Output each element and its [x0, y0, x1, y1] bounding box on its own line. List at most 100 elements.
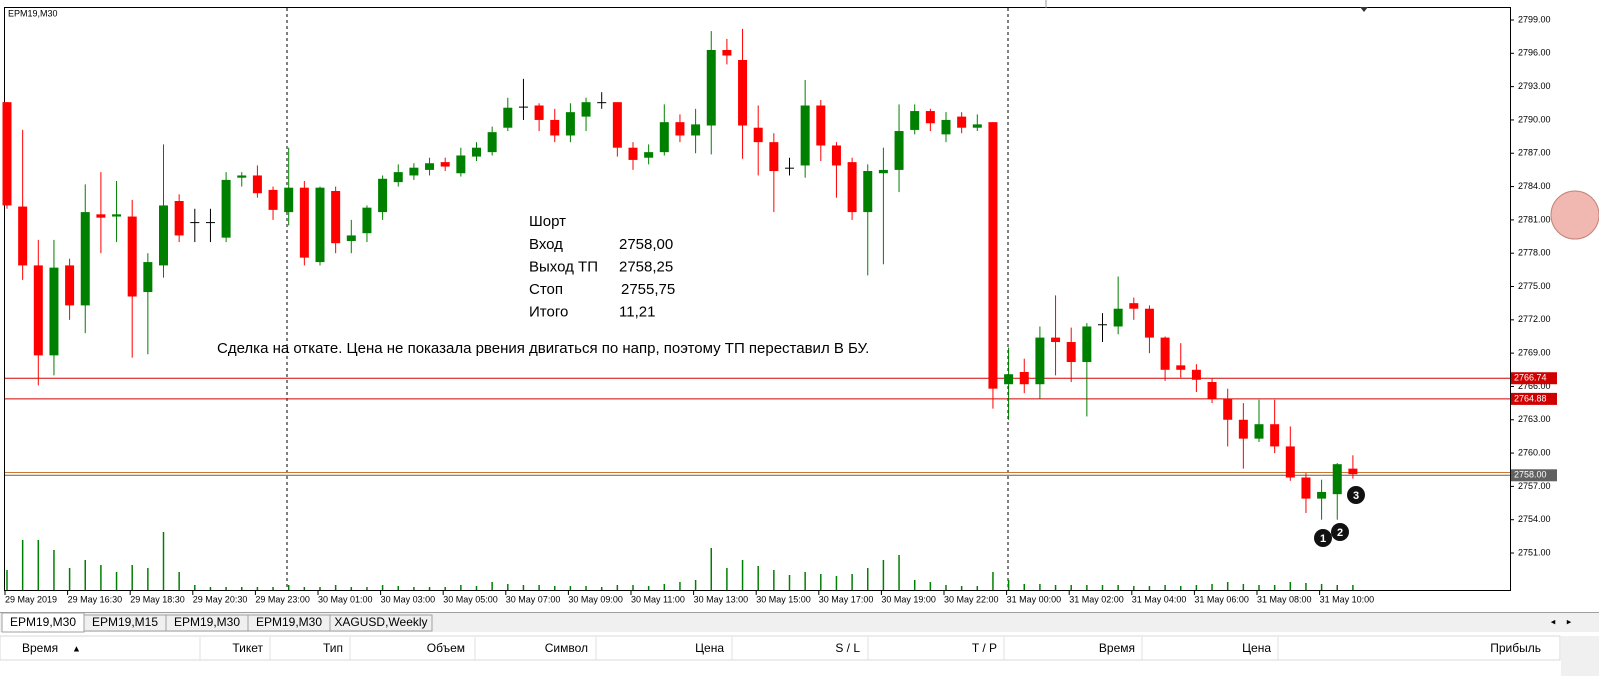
column-header[interactable]: Объем	[427, 641, 465, 655]
candle-body	[127, 216, 137, 297]
x-tick-label: 30 May 03:00	[381, 594, 436, 604]
candle-body	[659, 122, 669, 153]
x-tick-label: 30 May 15:00	[756, 594, 811, 604]
trade-value: 2758,25	[619, 258, 673, 275]
x-tick-label: 30 May 13:00	[694, 594, 749, 604]
candle-body	[487, 132, 497, 153]
candle-body	[831, 145, 841, 166]
candle-body	[1019, 372, 1029, 385]
candle-body	[1254, 424, 1264, 439]
column-header[interactable]: Тикет	[232, 641, 263, 655]
trade-label: Итого	[529, 303, 568, 320]
y-tick-label: 2784.00	[1518, 181, 1551, 191]
candle-body	[331, 191, 341, 244]
candle-body	[847, 162, 857, 213]
x-tick-label: 30 May 19:00	[881, 594, 936, 604]
x-tick-label: 30 May 05:00	[443, 594, 498, 604]
candle-body	[800, 105, 810, 166]
candle-body	[1113, 308, 1123, 327]
trade-label: Вход	[529, 236, 563, 253]
candle-body	[440, 162, 450, 167]
side-button[interactable]	[1550, 190, 1599, 240]
x-tick-label: 31 May 08:00	[1257, 594, 1312, 604]
column-header[interactable]: Символ	[545, 641, 588, 655]
y-tick-label: 2799.00	[1518, 14, 1551, 24]
y-tick-label: 2781.00	[1518, 214, 1551, 224]
chart-tab-label: EPM19,M30	[256, 615, 322, 629]
x-tick-label: 31 May 04:00	[1132, 594, 1187, 604]
trade-title: Шорт	[529, 213, 566, 230]
y-tick-label: 2751.00	[1518, 547, 1551, 557]
chart-tab-label: EPM19,M15	[92, 615, 158, 629]
candle-body	[346, 235, 356, 241]
chart-tab-label: EPM19,M30	[174, 615, 240, 629]
candle-body	[738, 59, 748, 126]
candle-body	[1238, 419, 1248, 439]
y-tick-label: 2766.00	[1518, 381, 1551, 391]
candle-body	[1082, 326, 1092, 363]
candle-body	[472, 147, 481, 157]
candle-body	[1004, 374, 1014, 385]
x-tick-label: 30 May 22:00	[944, 594, 999, 604]
candle-body	[299, 187, 309, 258]
y-tick-label: 2796.00	[1518, 48, 1551, 58]
candle-body	[80, 212, 90, 306]
candle-body	[816, 105, 826, 146]
candle-body	[706, 49, 716, 126]
candle-body	[112, 214, 122, 217]
candle-body	[878, 169, 888, 174]
candle-body	[675, 122, 685, 136]
candle-body	[925, 111, 935, 124]
y-tick-label: 2772.00	[1518, 314, 1551, 324]
x-tick-label: 31 May 02:00	[1069, 594, 1124, 604]
candle-body	[1129, 303, 1139, 309]
candle-body	[644, 152, 654, 158]
y-tick-label: 2778.00	[1518, 248, 1551, 258]
x-tick-label: 29 May 23:00	[255, 594, 310, 604]
candle-body	[159, 205, 168, 266]
candle-body	[174, 201, 184, 236]
candle-body	[722, 49, 732, 56]
x-tick-label: 30 May 11:00	[631, 594, 685, 604]
candle-body	[1317, 491, 1327, 499]
sort-arrow: ▲	[72, 643, 81, 653]
price-label: 2764.88	[1514, 393, 1547, 403]
candle-body	[612, 102, 622, 148]
candle-body	[425, 163, 435, 170]
scroll-left[interactable]	[1545, 614, 1561, 630]
candle-body	[988, 122, 998, 389]
x-tick-label: 29 May 16:30	[68, 594, 123, 604]
column-header[interactable]: S / L	[835, 641, 860, 655]
candle-body	[518, 106, 528, 108]
chart-tab-label: EPM19,M30	[10, 615, 76, 629]
candle-body	[409, 167, 419, 176]
candle-body	[96, 214, 106, 218]
scroll-right[interactable]	[1561, 614, 1577, 630]
trade-value: 11,21	[619, 303, 655, 320]
candle-body	[1348, 468, 1358, 475]
column-header[interactable]: Тип	[323, 641, 343, 655]
column-header[interactable]: Время	[22, 641, 58, 655]
candle-body	[1332, 464, 1342, 495]
column-header[interactable]: Цена	[1242, 641, 1271, 655]
candle-body	[1160, 337, 1170, 370]
price-label: 2758.00	[1514, 470, 1547, 480]
candle-body	[910, 111, 920, 130]
candle-body	[268, 189, 278, 210]
candle-body	[315, 187, 325, 263]
candle-body	[237, 175, 247, 178]
arrow: ◂	[1551, 616, 1556, 626]
column-header[interactable]: Прибыль	[1490, 641, 1541, 655]
chart-tab[interactable]	[329, 614, 433, 632]
candle-body	[785, 167, 794, 169]
column-header[interactable]: T / P	[972, 641, 997, 655]
candle-body	[1207, 382, 1217, 399]
column-header[interactable]: Время	[1099, 641, 1135, 655]
candle-body	[1035, 337, 1045, 385]
candle-body	[33, 265, 43, 356]
candle-body	[863, 171, 873, 213]
candle-body	[49, 267, 59, 356]
column-header[interactable]: Цена	[695, 641, 724, 655]
trade-label: Выход ТП	[529, 258, 598, 275]
